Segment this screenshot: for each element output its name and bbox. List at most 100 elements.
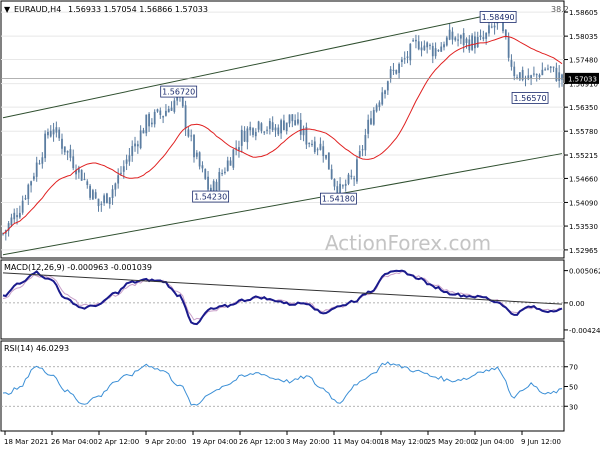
- rsi-axis-label: 70: [569, 364, 578, 372]
- price-axis-label: 1.55215: [569, 152, 598, 160]
- candle-body: [434, 48, 437, 57]
- candle-body: [190, 135, 193, 137]
- candle-body: [549, 66, 552, 68]
- candle-body: [361, 149, 364, 151]
- candle-body: [7, 223, 10, 231]
- candle-body: [370, 118, 372, 125]
- candle-body: [173, 100, 176, 112]
- rsi-line: [2, 361, 563, 406]
- candle-body: [375, 105, 378, 112]
- candle-body: [252, 128, 254, 135]
- candle-body: [305, 126, 308, 145]
- candle-body: [229, 160, 232, 166]
- candle-body: [504, 29, 507, 38]
- rsi-panel-frame: [0, 340, 565, 432]
- candle-body: [21, 200, 24, 213]
- candle-body: [299, 119, 302, 135]
- rsi-axis-label: 30: [569, 403, 578, 411]
- candle-body: [153, 111, 156, 125]
- candle-body: [260, 123, 263, 131]
- x-axis-label: 9 Apr 20:00: [145, 438, 186, 446]
- candle-body: [544, 69, 547, 71]
- candle-body: [389, 69, 392, 79]
- candle-body: [555, 67, 558, 81]
- candle-body: [341, 185, 344, 187]
- macd-axis-label: 0.00: [569, 300, 585, 308]
- candle-body: [212, 181, 215, 195]
- price-level-box: [160, 85, 198, 98]
- macd-line: [2, 269, 563, 326]
- candle-body: [274, 127, 277, 131]
- candle-body: [459, 35, 462, 39]
- x-axis-label: 11 May 04:00: [333, 438, 381, 446]
- candle-body: [384, 90, 386, 95]
- candle-body: [474, 36, 476, 49]
- candle-body: [465, 38, 468, 43]
- candle-body: [106, 193, 108, 204]
- candle-body: [266, 129, 268, 131]
- candle-body: [49, 130, 52, 137]
- candle-body: [291, 114, 294, 122]
- candle-body: [94, 192, 97, 199]
- candle-body: [358, 151, 361, 157]
- candle-body: [533, 73, 535, 75]
- candle-body: [86, 181, 89, 186]
- candle-body: [159, 110, 162, 116]
- candle-body: [38, 163, 41, 165]
- candle-body: [97, 198, 100, 207]
- candle-body: [204, 168, 207, 179]
- candle-body: [184, 105, 187, 129]
- candle-body: [77, 167, 80, 173]
- candle-body: [280, 120, 282, 134]
- price-axis-label: 1.56910: [569, 81, 598, 89]
- candle-body: [325, 154, 327, 159]
- candle-body: [44, 133, 47, 159]
- candle-body: [235, 147, 238, 149]
- price-axis-label: 1.55780: [569, 128, 598, 136]
- price-header-ohlc: 1.56933 1.57054 1.56866 1.57033: [68, 5, 208, 14]
- candle-body: [83, 179, 86, 181]
- candle-body: [454, 37, 457, 41]
- candle-body: [423, 45, 426, 51]
- candle-body: [145, 114, 148, 134]
- price-axis-label: 1.58605: [569, 9, 598, 17]
- candle-body: [207, 176, 209, 190]
- price-level-label: 1.54230: [194, 193, 227, 202]
- candle-body: [232, 149, 235, 168]
- candle-body: [195, 152, 198, 157]
- candle-body: [47, 131, 49, 136]
- candle-body: [403, 58, 406, 60]
- candle-body: [35, 162, 38, 177]
- candle-body: [336, 186, 339, 199]
- candle-body: [302, 128, 305, 136]
- x-axis-label: 19 Apr 04:00: [192, 438, 238, 446]
- candle-body: [440, 46, 443, 52]
- candle-body: [283, 120, 285, 130]
- candle-body: [238, 147, 240, 151]
- candle-body: [91, 190, 94, 200]
- macd-axis-label: -0.004248: [569, 327, 600, 335]
- candle-body: [27, 184, 30, 200]
- candle-body: [162, 116, 165, 118]
- candle-body: [243, 130, 246, 142]
- candle-body: [316, 149, 319, 151]
- candle-body: [372, 110, 375, 125]
- candle-body: [431, 45, 434, 57]
- candle-body: [518, 72, 521, 80]
- candle-body: [170, 107, 173, 111]
- candle-body: [58, 129, 61, 139]
- price-axis-label: 1.54660: [569, 175, 598, 183]
- candle-body: [32, 176, 35, 180]
- price-level-box: [319, 192, 357, 205]
- candle-body: [268, 120, 271, 129]
- candle-body: [538, 74, 541, 78]
- candle-body: [426, 42, 429, 48]
- candle-body: [398, 63, 400, 73]
- candle-body: [167, 108, 170, 113]
- candle-body: [100, 203, 103, 205]
- candle-body: [201, 165, 204, 169]
- rsi-axis-label: 50: [569, 384, 578, 392]
- candle-body: [429, 44, 431, 46]
- candle-body: [516, 77, 518, 79]
- candle-body: [493, 25, 496, 28]
